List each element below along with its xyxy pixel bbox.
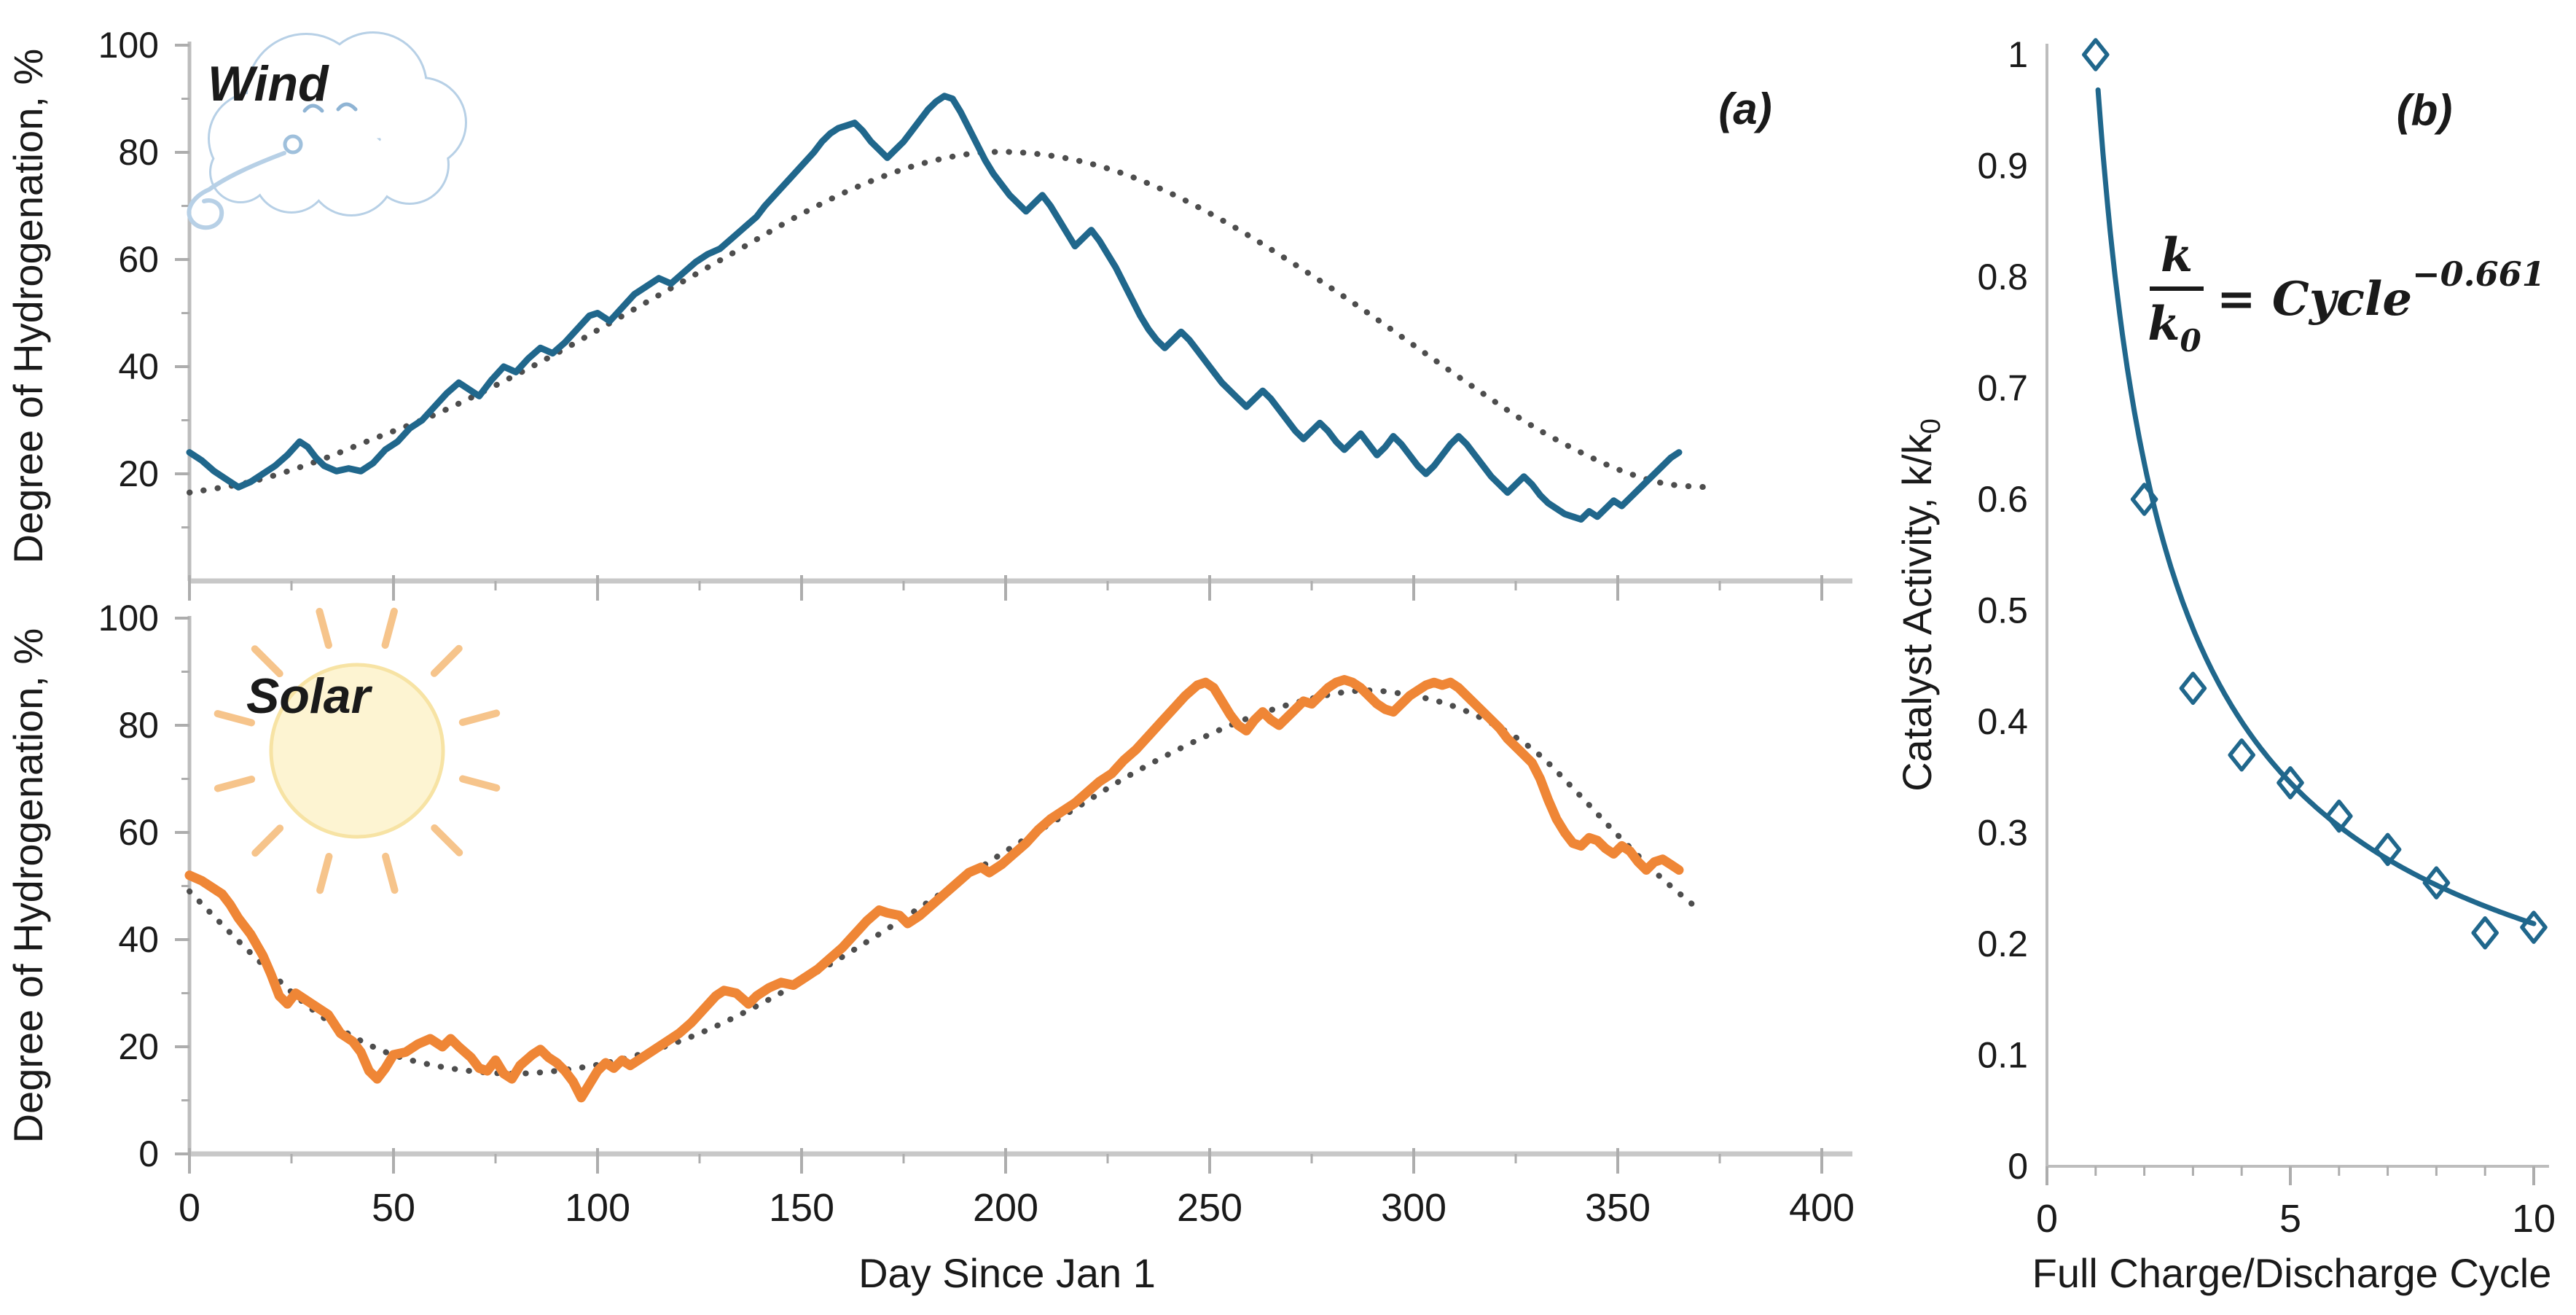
sun-ray-icon bbox=[381, 607, 398, 649]
day-axis-tick-label: 300 bbox=[1381, 1186, 1446, 1230]
catalyst-fit-curve bbox=[2095, 87, 2537, 926]
catalyst-data-diamond-marker bbox=[2276, 766, 2304, 800]
sun-ray-icon bbox=[431, 824, 463, 856]
catalyst-y-tick-label: 0.6 bbox=[1977, 479, 2028, 520]
sun-ray-icon bbox=[251, 645, 283, 678]
panel-b-x-axis-title: Full Charge/Discharge Cycle bbox=[2032, 1250, 2552, 1296]
sun-ray-icon bbox=[430, 644, 463, 677]
cloud-eye-left-icon bbox=[302, 104, 324, 113]
catalyst-y-tick-label: 1 bbox=[2008, 34, 2028, 75]
wind-y-tick-label: 40 bbox=[118, 346, 159, 387]
catalyst-data-diamond-marker bbox=[2471, 916, 2499, 950]
wind-y-tick-label: 80 bbox=[118, 132, 159, 173]
sun-ray-icon bbox=[458, 709, 501, 726]
sun-rays-icon bbox=[214, 607, 501, 894]
wind-series-label: Wind bbox=[208, 56, 329, 112]
day-axis-tick-label: 150 bbox=[769, 1186, 834, 1230]
catalyst-y-tick-label: 0.4 bbox=[1977, 701, 2028, 742]
sun-icon bbox=[214, 607, 501, 894]
catalyst-y-tick-label: 0.9 bbox=[1977, 146, 2028, 187]
day-axis-tick-label: 400 bbox=[1789, 1186, 1855, 1230]
cloud-puff-fill bbox=[309, 130, 394, 214]
fit-equation: k k0 = Cycle−0.661 bbox=[2148, 228, 2545, 359]
catalyst-y-tick-label: 0.7 bbox=[1977, 368, 2028, 409]
equation-denominator: k0 bbox=[2148, 297, 2201, 359]
catalyst-y-tick-label: 0.3 bbox=[1977, 813, 2028, 854]
catalyst-y-axis-title: Catalyst Activity, k/k0 bbox=[1894, 418, 1946, 792]
catalyst-x-tick-label: 10 bbox=[2512, 1197, 2556, 1241]
solar-y-tick-label: 60 bbox=[118, 812, 159, 853]
day-axis-tick-label: 200 bbox=[973, 1186, 1038, 1230]
catalyst-y-axis-title-sub: 0 bbox=[1916, 418, 1946, 434]
panel-a-x-axis-title: Day Since Jan 1 bbox=[858, 1250, 1156, 1296]
panel-b-letter: (b) bbox=[2397, 86, 2453, 135]
catalyst-data-diamond-marker bbox=[2520, 910, 2548, 944]
solar-y-tick-label: 80 bbox=[118, 705, 159, 746]
solar-series-label: Solar bbox=[246, 668, 373, 724]
catalyst-data-diamond-marker bbox=[2179, 671, 2207, 705]
sun-ray-icon bbox=[382, 852, 399, 894]
sun-ray-icon bbox=[251, 824, 284, 857]
cloud-blow-curl-icon bbox=[187, 187, 224, 230]
wind-cloud-icon bbox=[187, 31, 467, 230]
catalyst-y-tick-label: 0.2 bbox=[1977, 924, 2028, 964]
solar-y-tick-label: 100 bbox=[98, 598, 159, 639]
catalyst-y-tick-label: 0.5 bbox=[1977, 590, 2028, 631]
cloud-blow-stream-icon bbox=[207, 151, 286, 192]
sun-ray-icon bbox=[458, 775, 501, 792]
catalyst-data-diamond-marker bbox=[2422, 866, 2451, 900]
wind-y-axis-title: Degree of Hydrogenation, % bbox=[5, 49, 51, 564]
day-axis-tick-label: 350 bbox=[1585, 1186, 1651, 1230]
catalyst-y-tick-label: 0.1 bbox=[1977, 1035, 2028, 1076]
cloud-eye-right-icon bbox=[336, 102, 358, 112]
cloud-mouth-icon bbox=[283, 134, 303, 155]
wind-y-tick-label: 60 bbox=[118, 239, 159, 280]
solar-y-tick-label: 20 bbox=[118, 1026, 159, 1067]
wind-y-tick-label: 20 bbox=[118, 453, 159, 494]
sun-ray-icon bbox=[214, 710, 256, 727]
catalyst-x-tick-label: 5 bbox=[2279, 1197, 2301, 1241]
sun-disc-icon bbox=[269, 663, 445, 839]
equation-rhs: = Cycle−0.661 bbox=[2217, 254, 2545, 327]
catalyst-data-diamond-marker bbox=[2325, 799, 2353, 833]
solar-y-tick-label: 0 bbox=[138, 1133, 159, 1174]
solar-y-axis-title: Degree of Hydrogenation, % bbox=[5, 628, 51, 1144]
solar-y-tick-label: 40 bbox=[118, 919, 159, 960]
day-axis-tick-label: 0 bbox=[179, 1186, 200, 1230]
catalyst-x-tick-label: 0 bbox=[2036, 1197, 2058, 1241]
panel-a-letter: (a) bbox=[1718, 85, 1772, 133]
catalyst-data-diamond-marker bbox=[2228, 738, 2255, 772]
series-layer bbox=[184, 38, 2548, 1103]
solar-data-line bbox=[184, 675, 1684, 1103]
wind-data-line bbox=[186, 93, 1683, 523]
catalyst-y-tick-label: 0 bbox=[2008, 1146, 2028, 1187]
catalyst-y-tick-label: 0.8 bbox=[1977, 257, 2028, 297]
day-axis-tick-label: 100 bbox=[565, 1186, 630, 1230]
sun-ray-icon bbox=[316, 852, 333, 894]
catalyst-data-diamond-marker bbox=[2130, 483, 2158, 516]
catalyst-data-diamond-marker bbox=[2082, 38, 2110, 71]
equation-numerator: k bbox=[2161, 228, 2193, 283]
day-axis-tick-label: 50 bbox=[372, 1186, 415, 1230]
day-axis-tick-label: 250 bbox=[1177, 1186, 1242, 1230]
catalyst-y-axis-title-main: Catalyst Activity, k/k bbox=[1894, 433, 1940, 792]
sun-ray-icon bbox=[214, 776, 256, 792]
sun-ray-icon bbox=[316, 607, 332, 649]
wind-y-tick-label: 100 bbox=[98, 25, 159, 66]
catalyst-data-diamond-marker bbox=[2373, 832, 2402, 867]
